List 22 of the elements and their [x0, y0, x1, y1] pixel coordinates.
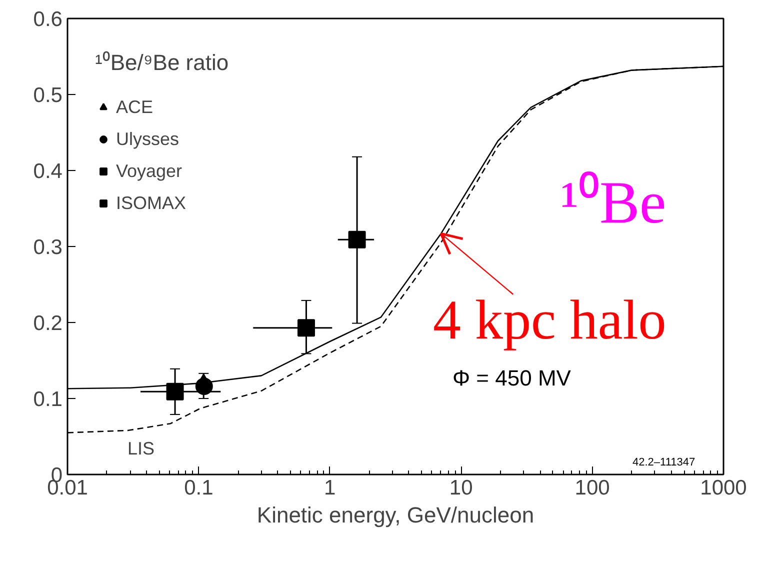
- legend-title: ¹⁰Be/⁹Be ratio: [95, 49, 229, 76]
- annotation: ¹⁰Be: [560, 170, 666, 236]
- x-axis-title: Kinetic energy, GeV/nucleon: [256, 502, 534, 528]
- legend-label: Voyager: [116, 160, 182, 183]
- y-tick-label: 0.3: [33, 236, 63, 259]
- legend-label: ISOMAX: [116, 192, 186, 214]
- annotation: 42.2–111347: [632, 456, 696, 468]
- x-tick-label: 0.1: [184, 476, 214, 500]
- legend-label: Ulysses: [116, 128, 180, 151]
- annotation: Φ = 450 MV: [452, 366, 572, 390]
- y-tick-label: 0.1: [33, 388, 63, 411]
- legend-label: ACE: [116, 96, 154, 118]
- x-tick-label: 10: [449, 476, 473, 500]
- annotation: 4 kpc halo: [433, 290, 666, 352]
- y-tick-label: 0.5: [33, 84, 63, 107]
- x-tick-label: 1: [324, 476, 336, 500]
- y-tick-label: 0.6: [33, 8, 63, 31]
- series-label: LIS: [128, 438, 155, 459]
- x-tick-label: 1000: [700, 476, 747, 500]
- x-tick-label: 100: [574, 476, 610, 500]
- y-tick-label: 0.4: [33, 160, 63, 183]
- y-tick-label: 0.2: [33, 312, 63, 335]
